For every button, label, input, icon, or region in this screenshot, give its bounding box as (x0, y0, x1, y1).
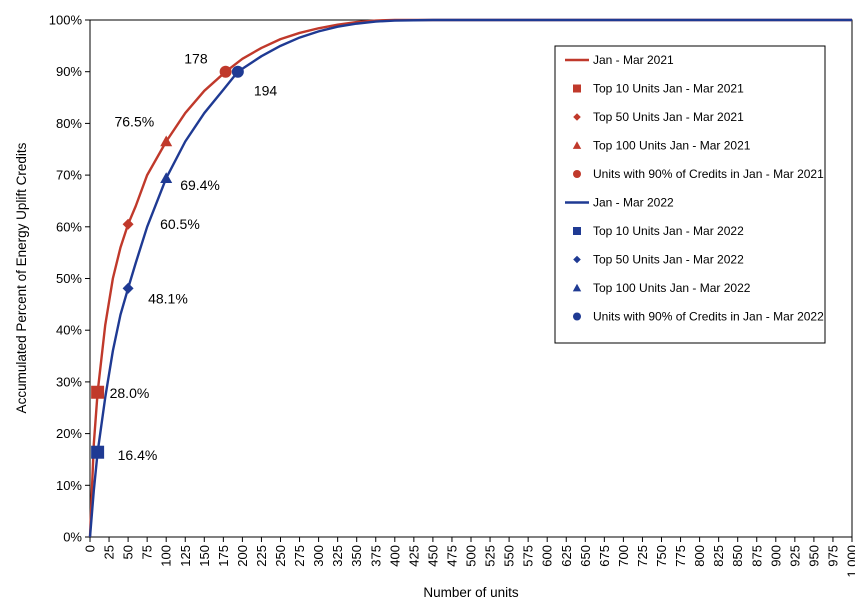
x-tick-label: 900 (768, 545, 783, 567)
y-tick-label: 20% (56, 426, 82, 441)
x-tick-label: 225 (254, 545, 269, 567)
x-tick-label: 675 (597, 545, 612, 567)
legend-label: Jan - Mar 2022 (593, 196, 674, 210)
data-marker (91, 385, 105, 399)
data-label: 48.1% (148, 290, 188, 306)
data-marker (122, 218, 134, 230)
y-tick-label: 90% (56, 64, 82, 79)
x-tick-label: 525 (483, 545, 498, 567)
data-marker (122, 282, 134, 294)
label-layer: 28.0% 76.5% 178 16.4% 48.1% 69.4% 194 60.5% (110, 51, 278, 464)
legend-marker-swatch (572, 141, 582, 149)
x-tick-label: 700 (616, 545, 631, 567)
x-tick-label: 800 (692, 545, 707, 567)
legend-marker-swatch (573, 227, 581, 235)
legend-marker-swatch (573, 113, 581, 121)
x-tick-label: 600 (540, 545, 555, 567)
legend-marker-swatch (573, 84, 581, 93)
x-tick-label: 925 (787, 545, 802, 567)
legend: Jan - Mar 2021 Top 10 Units Jan - Mar 202… (554, 45, 826, 344)
marker-layer (91, 65, 244, 459)
y-tick-label: 30% (56, 374, 82, 389)
y-tick-label: 80% (56, 116, 82, 131)
x-tick-label: 175 (216, 545, 231, 567)
x-tick-label: 50 (121, 545, 136, 559)
legend-marker-swatch (573, 170, 581, 178)
legend-label: Units with 90% of Credits in Jan - Mar 2… (593, 167, 824, 181)
x-axis-title: Number of units (423, 585, 519, 600)
data-label: 69.4% (180, 177, 220, 193)
legend-marker-swatch (573, 255, 581, 264)
x-tick-label: 400 (387, 545, 402, 567)
x-tick-label: 200 (235, 545, 250, 567)
data-marker (231, 65, 244, 78)
x-tick-label: 550 (502, 545, 517, 567)
data-label: 16.4% (118, 447, 158, 463)
x-tick-label: 350 (349, 545, 364, 567)
legend-label: Top 100 Units Jan - Mar 2022 (593, 281, 751, 295)
legend-label: Top 10 Units Jan - Mar 2022 (593, 224, 744, 238)
x-tick-label: 850 (730, 545, 745, 567)
data-label: 194 (254, 83, 278, 99)
x-tick-label: 775 (673, 545, 688, 567)
y-tick-label: 50% (56, 271, 82, 286)
x-tick-label: 450 (425, 545, 440, 567)
x-tick-label: 875 (749, 545, 764, 567)
x-tick-label: 125 (178, 545, 193, 567)
data-label: 28.0% (110, 385, 150, 401)
legend-label: Units with 90% of Credits in Jan - Mar 2… (593, 310, 824, 324)
x-tick-label: 275 (292, 545, 307, 567)
x-tick-label: 750 (654, 545, 669, 567)
data-label: 76.5% (114, 113, 154, 129)
x-tick-label: 0 (83, 545, 98, 552)
y-tick-label: 60% (56, 219, 82, 234)
data-marker (91, 445, 105, 459)
x-tick-label: 950 (806, 545, 821, 567)
data-marker (219, 65, 232, 78)
x-tick-label: 975 (825, 545, 840, 567)
data-marker (160, 135, 173, 147)
x-tick-label: 575 (521, 545, 536, 567)
legend-label: Jan - Mar 2021 (593, 53, 674, 67)
data-marker (160, 172, 173, 184)
x-tick-label: 25 (102, 545, 117, 559)
legend-label: Top 50 Units Jan - Mar 2021 (593, 110, 744, 124)
legend-label: Top 50 Units Jan - Mar 2022 (593, 253, 744, 267)
y-tick-label: 100% (49, 13, 83, 28)
x-tick-label: 375 (368, 545, 383, 567)
x-tick-label: 425 (406, 545, 421, 567)
x-tick-label: 300 (311, 545, 326, 567)
legend-label: Top 100 Units Jan - Mar 2021 (593, 139, 751, 153)
y-tick-label: 40% (56, 323, 82, 338)
x-tick-label: 650 (578, 545, 593, 567)
annotation-label: 60.5% (160, 216, 200, 232)
x-tick-label: 75 (140, 545, 155, 559)
y-tick-label: 70% (56, 168, 82, 183)
x-tick-label: 1,000 (845, 545, 855, 578)
x-tick-label: 725 (635, 545, 650, 567)
y-tick-label: 10% (56, 478, 82, 493)
x-tick-label: 825 (711, 545, 726, 567)
x-tick-label: 325 (330, 545, 345, 567)
x-tick-label: 500 (464, 545, 479, 567)
data-label: 178 (184, 51, 208, 67)
x-tick-label: 250 (273, 545, 288, 567)
legend-box (554, 45, 826, 344)
x-tick-label: 625 (559, 545, 574, 567)
series-line (88, 18, 852, 538)
axes: 0% 10% 20% 30% 40% 50% 60% 70% 80% 90% 100% 0 25 50 75… (49, 13, 855, 578)
legend-label: Top 10 Units Jan - Mar 2021 (593, 82, 744, 96)
y-axis-title: Accumulated Percent of Energy Uplift Cre… (14, 142, 29, 413)
x-tick-label: 150 (197, 545, 212, 567)
legend-marker-swatch (572, 283, 582, 292)
series-layer (88, 18, 852, 538)
y-tick-label: 0% (63, 530, 82, 545)
legend-marker-swatch (573, 312, 581, 321)
x-tick-label: 475 (444, 545, 459, 567)
x-tick-label: 100 (159, 545, 174, 567)
